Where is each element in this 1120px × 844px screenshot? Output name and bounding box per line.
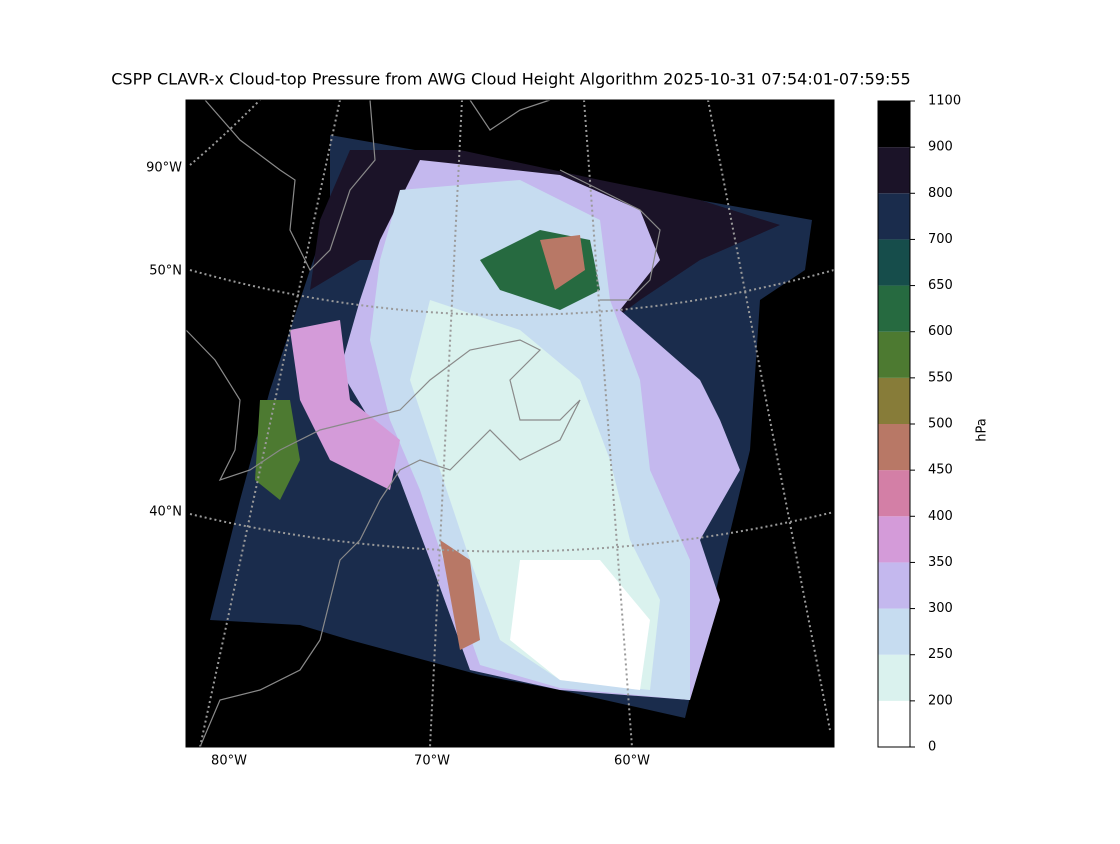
colorbar-tick-label: 600 <box>928 324 953 339</box>
cloud-350 <box>290 320 400 490</box>
colorbar-band <box>878 331 910 378</box>
colorbar-band <box>878 654 910 701</box>
colorbar-label: hPa <box>975 418 990 441</box>
cloud-450 <box>540 235 585 290</box>
colorbar-band <box>878 147 910 194</box>
lat-label: 50°N <box>149 264 182 279</box>
colorbar-band <box>878 424 910 471</box>
colorbar-band <box>878 700 910 747</box>
colorbar-tick-label: 300 <box>928 601 953 616</box>
lon-label: 60°W <box>614 754 650 769</box>
cloud-0 <box>510 560 650 690</box>
colorbar-band <box>878 608 910 655</box>
parallel <box>189 511 835 553</box>
coastline <box>204 99 376 272</box>
lat-label: 40°N <box>149 505 182 520</box>
colorbar-band <box>878 239 910 286</box>
colorbar-tick-label: 450 <box>928 463 953 478</box>
map <box>185 99 835 748</box>
colorbar-tick-label: 800 <box>928 186 953 201</box>
colorbar-band <box>878 193 910 240</box>
coastline <box>469 99 551 131</box>
colorbar-band <box>878 377 910 424</box>
colorbar-tick-label: 250 <box>928 647 953 662</box>
colorbar-tick-label: 200 <box>928 693 953 708</box>
colorbar-tick-label: 1100 <box>928 94 961 109</box>
map-frame <box>185 99 835 748</box>
colorbar-tick-label: 400 <box>928 509 953 524</box>
colorbar: 0 200 250 300 350 400 450 500 550 600 650 700 800 900… <box>877 94 961 755</box>
cloud-450b <box>440 540 480 650</box>
coastline <box>185 329 581 748</box>
colorbar-band <box>878 101 910 148</box>
colorbar-tick-label: 700 <box>928 232 953 247</box>
colorbar-tick-label: 0 <box>928 740 936 755</box>
lon-label: 80°W <box>211 754 247 769</box>
colorbar-tick-label: 500 <box>928 417 953 432</box>
colorbar-band <box>878 470 910 517</box>
cloud-550 <box>255 400 300 500</box>
parallel <box>189 269 835 316</box>
colorbar-tick-label: 550 <box>928 370 953 385</box>
colorbar-band <box>878 516 910 563</box>
colorbar-band <box>878 285 910 332</box>
colorbar-tick-label: 650 <box>928 278 953 293</box>
title: CSPP CLAVR-x Cloud-top Pressure from AWG… <box>111 70 910 89</box>
colorbar-tick-label: 900 <box>928 140 953 155</box>
meridian <box>707 99 831 731</box>
meridian <box>199 99 341 748</box>
colorbar-tick-label: 350 <box>928 555 953 570</box>
meridian <box>583 99 633 748</box>
coastline <box>559 169 661 301</box>
lon-label: 70°W <box>414 754 450 769</box>
lat-label: 90°W <box>146 161 182 176</box>
colorbar-band <box>878 562 910 609</box>
